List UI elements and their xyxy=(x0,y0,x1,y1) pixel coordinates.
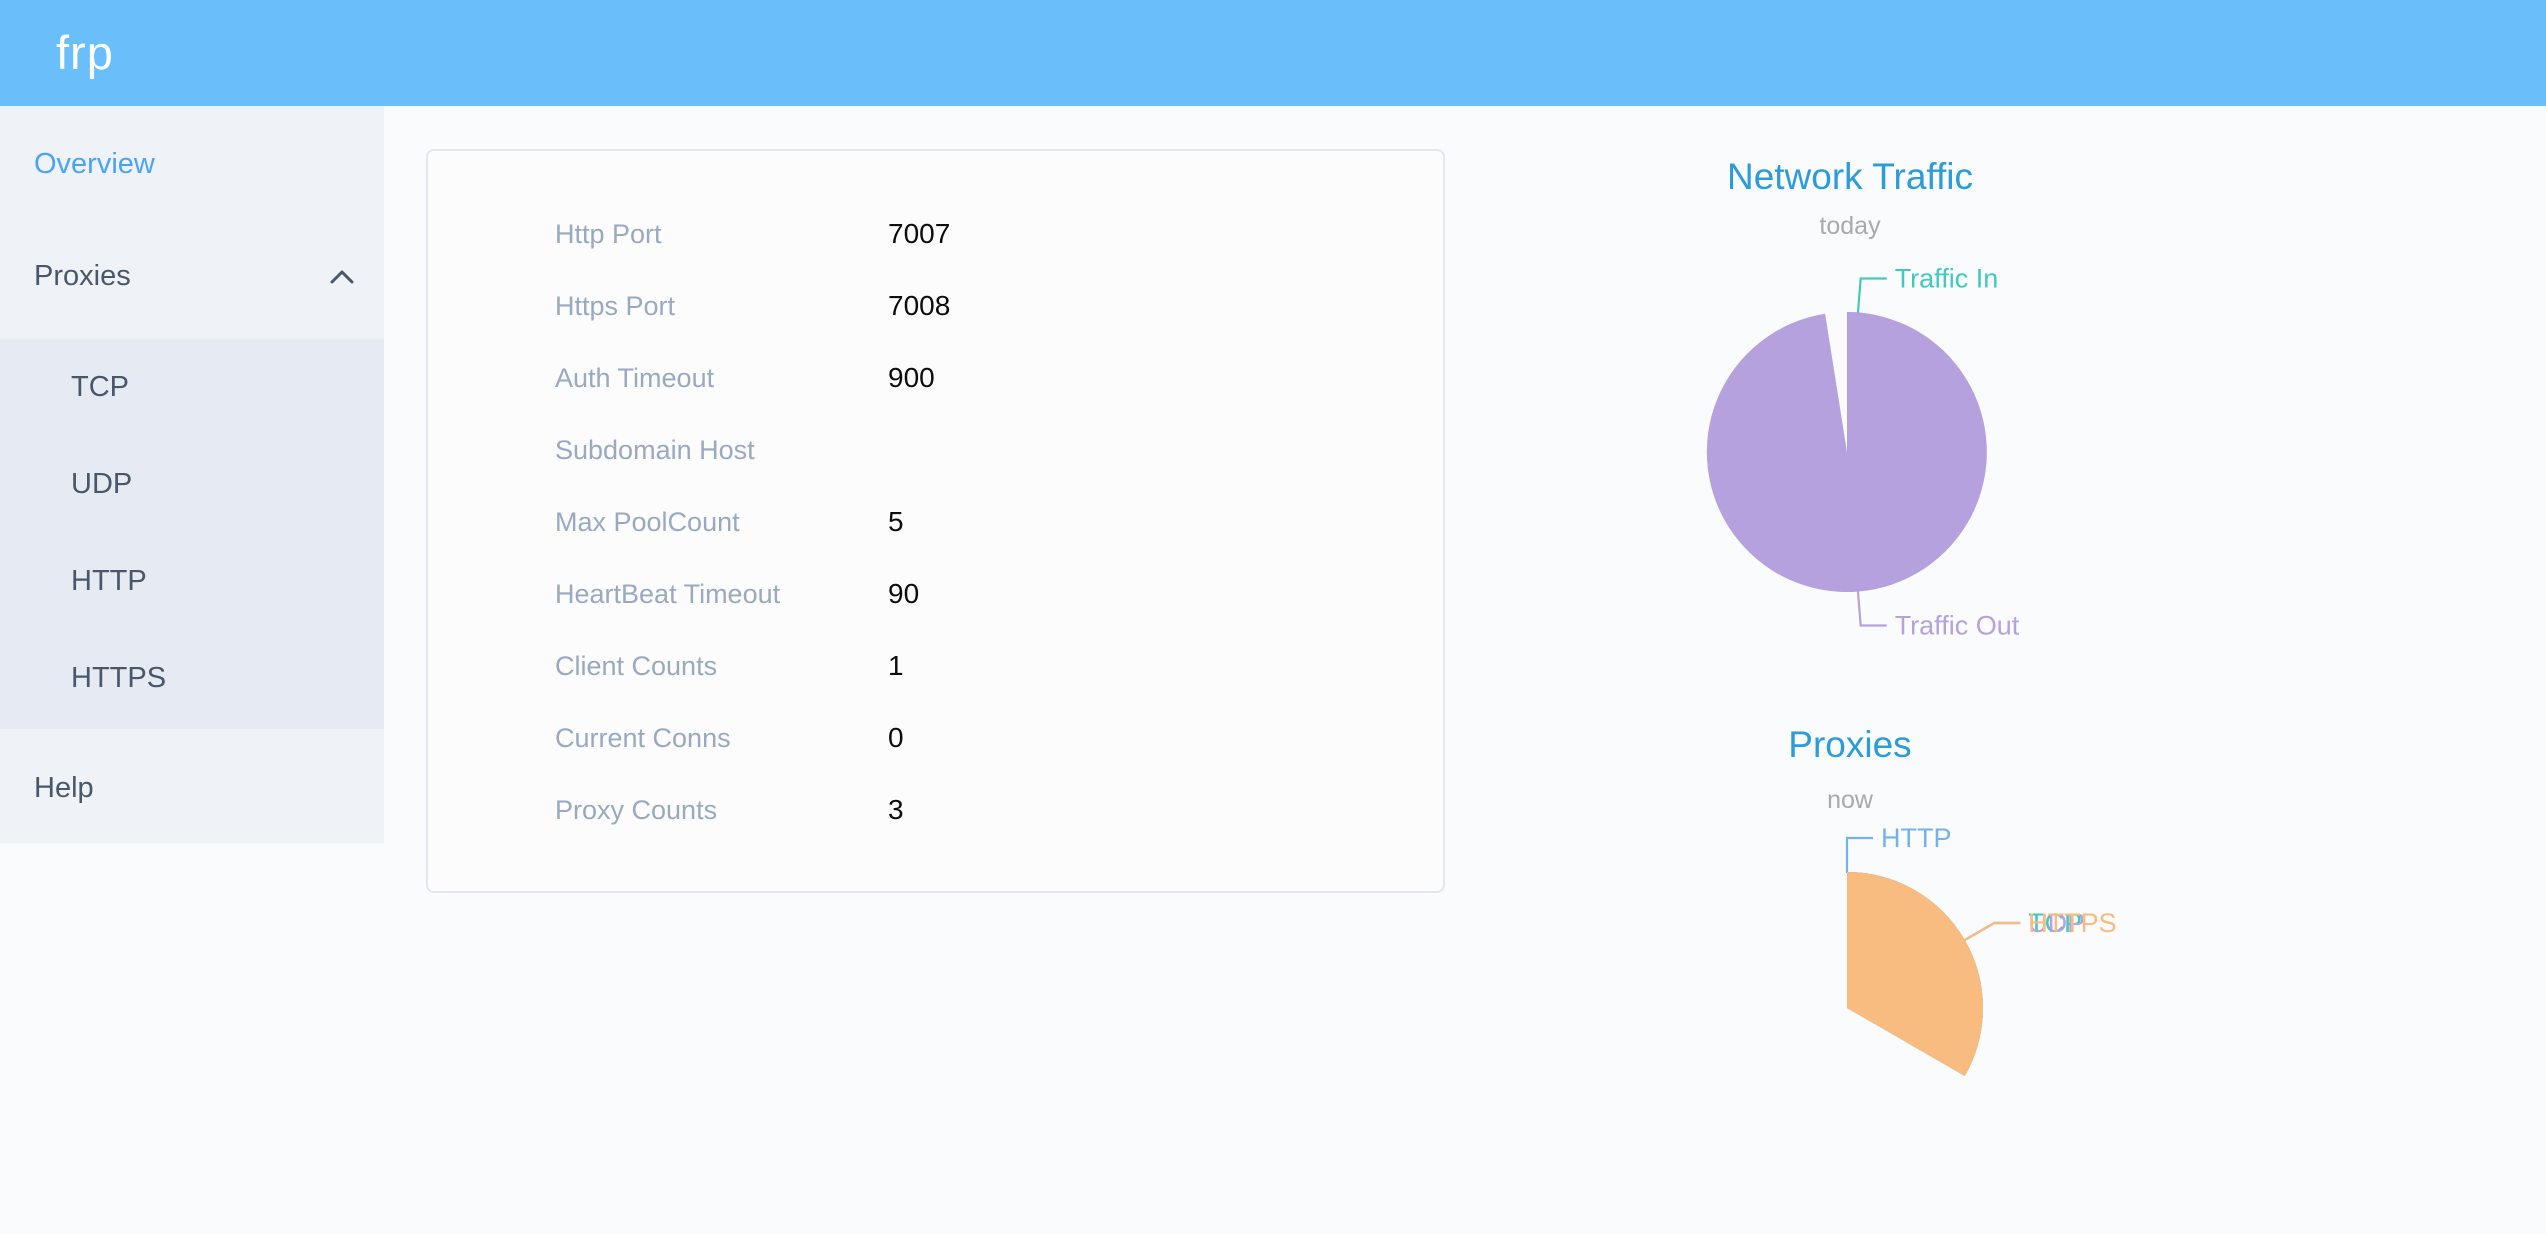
frp-logo: frp xyxy=(56,26,114,79)
pie-label-traffic-out: Traffic Out xyxy=(1895,611,2020,641)
sidebar-item-http[interactable]: HTTP xyxy=(71,565,147,597)
config-value: 3 xyxy=(888,794,904,825)
network-traffic-chart-title: Network Traffic xyxy=(1726,156,1974,197)
pie-leader-traffic-out xyxy=(1856,590,1887,627)
config-row-proxy-counts: Proxy Counts 3 xyxy=(555,774,1443,846)
sidebar: Overview Proxies TCP UDP HTTP HTTPS Help xyxy=(0,106,384,843)
config-row-client-counts: Client Counts 1 xyxy=(555,630,1443,702)
config-label: Current Conns xyxy=(555,722,731,753)
proxies-submenu: TCP UDP HTTP HTTPS xyxy=(0,339,384,729)
config-value: 7008 xyxy=(888,290,951,321)
sidebar-item-help[interactable]: Help xyxy=(0,742,384,834)
config-label: HeartBeat Timeout xyxy=(555,578,781,609)
sidebar-item-label: Overview xyxy=(34,148,155,180)
pie-leader-traffic-in xyxy=(1856,277,1887,314)
network-traffic-pie-chart: Traffic In Traffic Out xyxy=(1706,264,2020,641)
config-label: Subdomain Host xyxy=(555,434,755,465)
config-value: 7007 xyxy=(888,218,951,249)
config-value: 90 xyxy=(888,578,920,609)
config-value: 1 xyxy=(888,650,904,681)
config-value: 5 xyxy=(888,506,904,537)
config-row-http-port: Http Port 7007 xyxy=(555,198,1443,270)
sidebar-item-label: Help xyxy=(34,772,94,804)
proxies-chart-subtitle: now xyxy=(1827,786,1873,814)
config-label: Auth Timeout xyxy=(555,362,715,393)
config-value: 0 xyxy=(888,722,904,753)
sidebar-item-proxies[interactable]: Proxies xyxy=(0,230,384,322)
config-row-current-conns: Current Conns 0 xyxy=(555,702,1443,774)
network-traffic-chart-subtitle: today xyxy=(1819,212,1881,240)
pie-leader-https xyxy=(1963,921,2021,942)
sidebar-item-overview[interactable]: Overview xyxy=(0,118,384,210)
sidebar-item-https[interactable]: HTTPS xyxy=(71,662,167,694)
config-row-auth-timeout: Auth Timeout 900 xyxy=(555,342,1443,414)
pie-label-http: HTTP xyxy=(1881,823,1952,853)
chevron-up-icon xyxy=(330,270,354,284)
server-config-card: Http Port 7007 Https Port 7008 Auth Time… xyxy=(426,149,1445,893)
sidebar-item-label: Proxies xyxy=(34,260,131,292)
config-label: Https Port xyxy=(555,290,676,321)
proxies-chart-title: Proxies xyxy=(1788,724,1912,765)
pie-leader-tcp xyxy=(1963,921,2021,942)
pie-leader-http xyxy=(1845,836,1873,873)
pie-label-https: HTTPS xyxy=(2028,908,2117,938)
config-label: Client Counts xyxy=(555,650,718,681)
pie-label-udp: UDP xyxy=(2028,908,2085,938)
config-row-subdomain-host: Subdomain Host xyxy=(555,414,1443,486)
config-label: Proxy Counts xyxy=(555,794,718,825)
top-header: frp xyxy=(0,0,2546,106)
pie-slice-https xyxy=(1847,872,1984,1076)
config-row-https-port: Https Port 7008 xyxy=(555,270,1443,342)
pie-slice-traffic-out xyxy=(1706,312,1987,592)
pie-label-tcp: TCP xyxy=(2028,908,2082,938)
config-label: Http Port xyxy=(555,218,662,249)
config-label: Max PoolCount xyxy=(555,506,740,537)
pie-label-traffic-in: Traffic In xyxy=(1895,264,1999,294)
config-row-max-poolcount: Max PoolCount 5 xyxy=(555,486,1443,558)
config-value: 900 xyxy=(888,362,935,393)
pie-leader-udp xyxy=(1963,921,2021,942)
config-row-heartbeat-timeout: HeartBeat Timeout 90 xyxy=(555,558,1443,630)
sidebar-item-tcp[interactable]: TCP xyxy=(71,371,129,403)
sidebar-item-udp[interactable]: UDP xyxy=(71,468,133,500)
